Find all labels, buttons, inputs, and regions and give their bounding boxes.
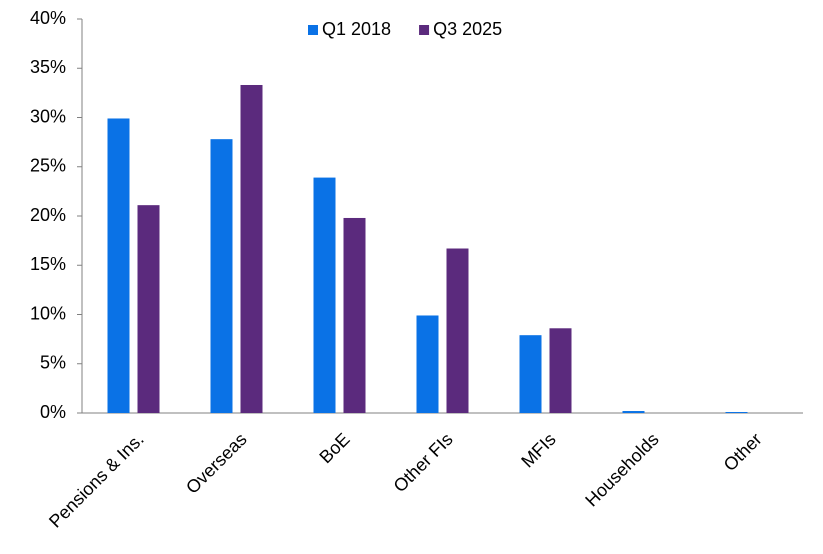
y-tick-label: 20% [30, 205, 66, 225]
bar [343, 217, 366, 413]
x-tick-label: MFIs [517, 429, 559, 471]
bar [240, 84, 263, 414]
bar [210, 139, 233, 414]
legend-label: Q1 2018 [322, 19, 391, 39]
bar [725, 412, 748, 413]
y-tick-label: 15% [30, 254, 66, 274]
x-tick-label: Other [720, 429, 766, 475]
x-tick-label: BoE [315, 429, 353, 467]
bar [549, 328, 572, 413]
x-tick-label: Pensions & Ins. [45, 429, 148, 532]
y-tick-label: 40% [30, 8, 66, 28]
y-tick-label: 10% [30, 303, 66, 323]
y-tick-label: 5% [40, 353, 66, 373]
legend-swatch [308, 25, 318, 35]
bar [313, 177, 336, 413]
bar [107, 118, 130, 414]
x-tick-label: Other FIs [390, 429, 457, 496]
bar [446, 248, 469, 413]
y-tick-label: 25% [30, 156, 66, 176]
legend-swatch [419, 25, 430, 35]
bar [416, 315, 439, 413]
x-tick-label: Households [581, 429, 662, 510]
x-tick-label: Overseas [182, 429, 251, 498]
y-tick-label: 0% [40, 402, 66, 422]
y-tick-label: 30% [30, 106, 66, 126]
bar [622, 411, 645, 413]
bar [519, 335, 542, 413]
bar [137, 205, 160, 413]
legend-label: Q3 2025 [433, 19, 502, 39]
y-tick-label: 35% [30, 57, 66, 77]
